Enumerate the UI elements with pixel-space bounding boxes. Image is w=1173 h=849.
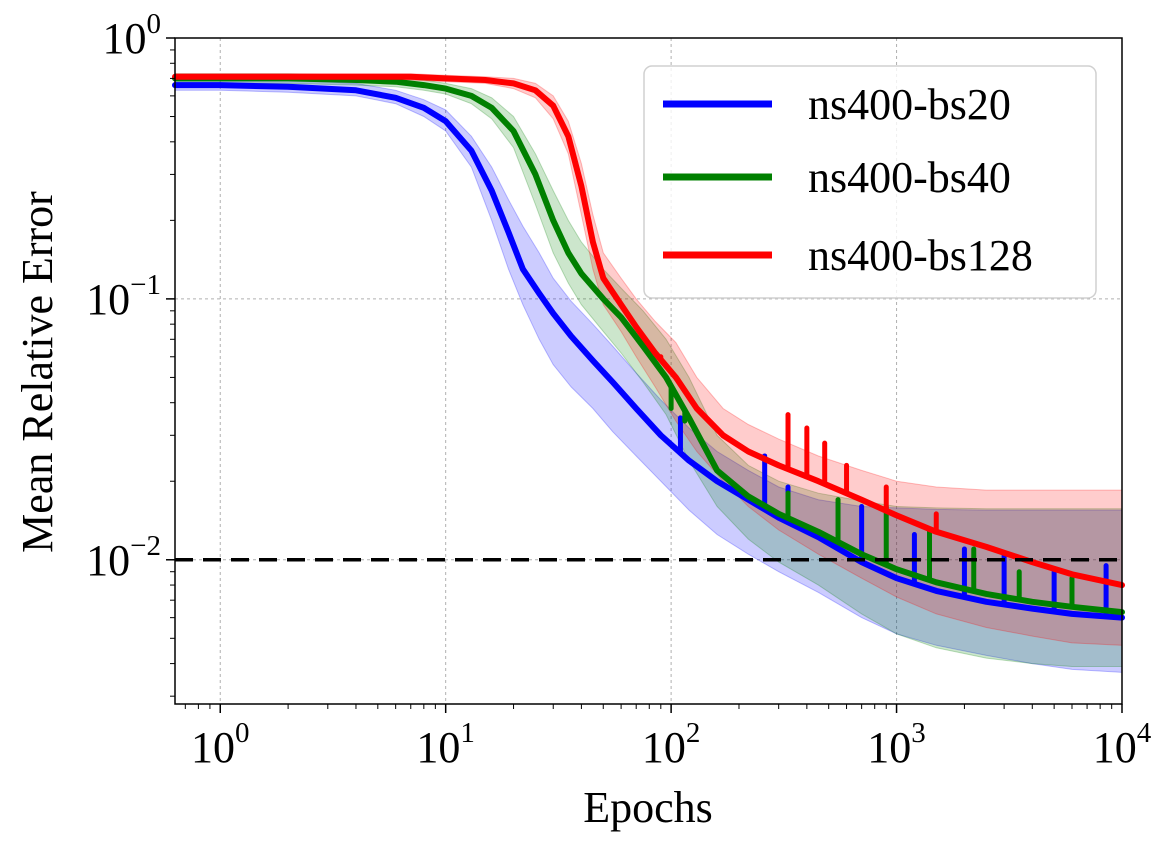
line-ns400-bs20 bbox=[172, 82, 1125, 621]
legend-label-ns400-bs128: ns400-bs128 bbox=[808, 231, 1033, 280]
y-tick-label-1: 10−1 bbox=[86, 269, 161, 324]
legend: ns400-bs20 ns400-bs40 ns400-bs128 bbox=[643, 65, 1097, 299]
legend-label-ns400-bs20: ns400-bs20 bbox=[808, 80, 1011, 129]
series-lines bbox=[172, 73, 1125, 621]
y-tick-label-0: 100 bbox=[103, 8, 162, 63]
line-ns400-bs40 bbox=[172, 75, 1125, 616]
x-axis-label: Epochs bbox=[583, 783, 713, 832]
axis-ticks bbox=[166, 37, 1123, 713]
tick-labels: 100 101 102 103 104 100 10−1 10−2 bbox=[86, 8, 1152, 772]
y-axis-label: Mean Relative Error bbox=[13, 191, 62, 553]
x-tick-label-2: 102 bbox=[642, 717, 701, 772]
line-ns400-bs128 bbox=[172, 73, 1125, 589]
legend-box bbox=[643, 65, 1097, 299]
x-tick-label-1: 101 bbox=[416, 717, 475, 772]
x-tick-label-4: 104 bbox=[1093, 717, 1152, 772]
plot-frame bbox=[174, 37, 1123, 705]
x-tick-label-0: 100 bbox=[191, 717, 249, 772]
x-tick-label-3: 103 bbox=[867, 717, 926, 772]
legend-label-ns400-bs40: ns400-bs40 bbox=[808, 153, 1011, 202]
y-tick-label-2: 10−2 bbox=[86, 530, 161, 585]
